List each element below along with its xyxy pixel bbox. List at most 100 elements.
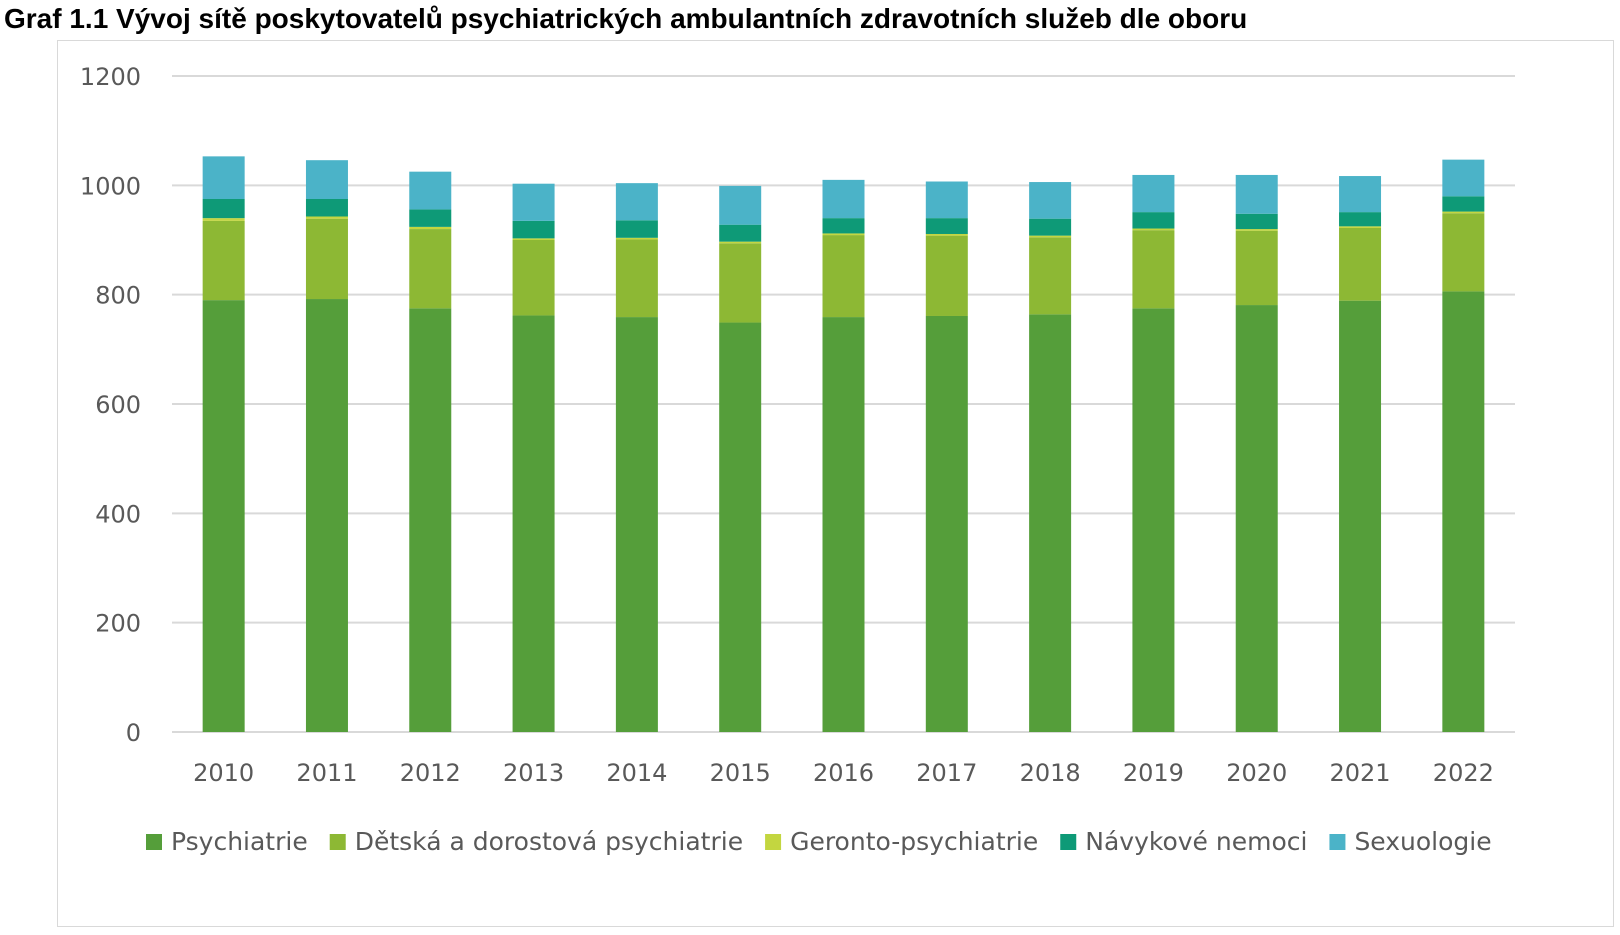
legend-item: Návykové nemoci <box>1060 827 1307 856</box>
y-tick-label: 600 <box>95 391 141 419</box>
bar-segment <box>202 199 245 219</box>
bar-segment <box>409 209 452 227</box>
bar-segment <box>202 300 245 732</box>
bar-segment <box>925 233 968 236</box>
legend-item: Psychiatrie <box>146 827 308 856</box>
bar-segment <box>822 235 865 318</box>
x-tick-label: 2020 <box>1226 759 1287 787</box>
bar-segment <box>512 315 555 732</box>
bar-segment <box>512 183 555 221</box>
bar-segment <box>1029 237 1072 315</box>
legend-swatch <box>765 834 782 850</box>
legend-label: Sexuologie <box>1354 827 1491 856</box>
legend-swatch <box>1329 834 1346 850</box>
bar-segment <box>305 299 348 732</box>
bar-segment <box>1339 212 1382 227</box>
bar-segment <box>719 243 762 323</box>
bar-segment <box>1339 227 1382 301</box>
bar-segment <box>822 317 865 732</box>
legend-label: Dětská a dorostová psychiatrie <box>355 827 743 856</box>
x-tick-label: 2018 <box>1020 759 1081 787</box>
x-axis: 2010 2011 2012 2013 2014 2015 2016 2017 2018 2019… <box>193 759 1494 787</box>
bar-segment <box>512 240 555 316</box>
x-tick-label: 2012 <box>400 759 461 787</box>
bar-segment <box>1235 229 1278 231</box>
legend-swatch <box>329 834 346 850</box>
bar-segment <box>1339 300 1382 732</box>
bar-segment <box>1235 213 1278 230</box>
bar-segment <box>409 308 452 732</box>
bar-segment <box>1339 176 1382 213</box>
bar-segment <box>1339 226 1382 228</box>
bar-segment <box>202 218 245 221</box>
bar-segment <box>202 220 245 301</box>
bar-segment <box>305 218 348 300</box>
bar-segment <box>305 160 348 199</box>
x-tick-label: 2016 <box>813 759 874 787</box>
bar-segment <box>1235 305 1278 732</box>
bar-segment <box>409 226 452 230</box>
y-tick-label: 0 <box>126 719 141 747</box>
bar-segment <box>305 199 348 217</box>
bar-segment <box>512 238 555 240</box>
bar-segment <box>615 239 658 318</box>
bar-segment <box>1132 308 1175 732</box>
legend: Psychiatrie Dětská a dorostová psychiatri… <box>146 827 1492 856</box>
chart-frame <box>57 40 1614 927</box>
x-tick-label: 2022 <box>1433 759 1494 787</box>
bar-segment <box>1442 213 1485 292</box>
x-tick-label: 2015 <box>710 759 771 787</box>
bar-segment <box>925 218 968 234</box>
bar-segment <box>305 216 348 219</box>
x-tick-label: 2014 <box>606 759 667 787</box>
bar-segment <box>615 317 658 732</box>
bar-segment <box>1029 314 1072 732</box>
bar-segment <box>1132 228 1175 231</box>
bar-segment <box>1235 174 1278 214</box>
bar-segment <box>1029 235 1072 238</box>
bar-segment <box>822 179 865 219</box>
y-tick-label: 800 <box>95 282 141 310</box>
x-tick-label: 2017 <box>916 759 977 787</box>
bar-segment <box>1132 212 1175 229</box>
legend-item: Dětská a dorostová psychiatrie <box>329 827 743 856</box>
bar-segment <box>409 171 452 210</box>
bar-segment <box>512 220 555 239</box>
bar-segment <box>822 218 865 234</box>
y-axis: 0 200 400 600 800 1000 1200 <box>80 63 141 747</box>
legend-swatch <box>1060 834 1077 850</box>
x-tick-label: 2013 <box>503 759 564 787</box>
x-tick-label: 2011 <box>296 759 357 787</box>
bar-segment <box>925 315 968 732</box>
bar-segment <box>615 183 658 221</box>
legend-label: Geronto-psychiatrie <box>790 827 1038 856</box>
bar-segment <box>822 233 865 236</box>
bar-segment <box>409 229 452 309</box>
bar-segment <box>1132 230 1175 309</box>
chart-title: Graf 1.1 Vývoj sítě poskytovatelů psychi… <box>4 3 1248 34</box>
bar-segment <box>615 220 658 238</box>
bar-segment <box>719 224 762 242</box>
bar-segment <box>925 235 968 316</box>
x-tick-label: 2010 <box>193 759 254 787</box>
bars <box>202 156 1485 732</box>
y-tick-label: 1200 <box>80 63 141 91</box>
legend-item: Geronto-psychiatrie <box>765 827 1038 856</box>
x-tick-label: 2019 <box>1123 759 1184 787</box>
bar-segment <box>615 237 658 240</box>
legend-swatch <box>146 834 162 850</box>
bar-segment <box>1235 230 1278 306</box>
bar-segment <box>1442 211 1485 214</box>
y-tick-label: 200 <box>95 610 141 638</box>
bar-segment <box>1132 174 1175 213</box>
legend-label: Návykové nemoci <box>1085 827 1307 856</box>
x-tick-label: 2021 <box>1329 759 1390 787</box>
y-tick-label: 400 <box>95 500 141 528</box>
bar-segment <box>1442 291 1485 732</box>
bar-segment <box>1442 159 1485 197</box>
bar-segment <box>925 181 968 219</box>
bar-segment <box>719 185 762 225</box>
bar-segment <box>202 156 245 199</box>
legend-label: Psychiatrie <box>171 827 308 856</box>
